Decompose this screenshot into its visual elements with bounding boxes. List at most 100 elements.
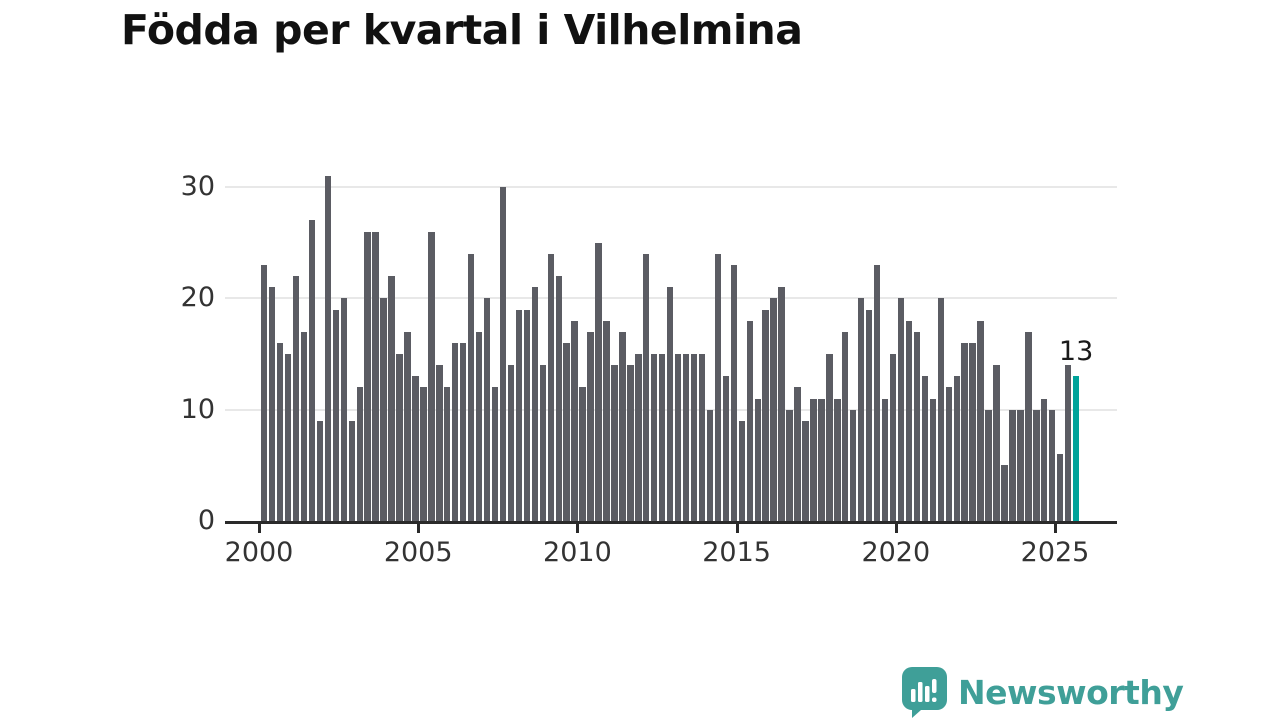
bar-2012-Q1: [643, 253, 650, 521]
x-tick-label-2010: 2010: [543, 537, 612, 568]
bar-2017-Q2: [810, 398, 817, 521]
y-tick-label-20: 20: [180, 282, 215, 314]
bar-2011-Q4: [635, 354, 642, 521]
bar-2007-Q2: [491, 387, 499, 521]
bar-2000-Q3: [276, 342, 284, 521]
bar-2015-Q1: [738, 420, 745, 521]
bar-2013-Q3: [690, 354, 698, 521]
bar-2003-Q4: [380, 298, 387, 521]
bar-2007-Q1: [483, 298, 491, 521]
bar-2020-Q3: [913, 331, 921, 521]
x-tick-label-2020: 2020: [861, 537, 931, 568]
bar-2021-Q3: [945, 387, 952, 521]
x-tick-label-2000: 2000: [224, 537, 294, 568]
bar-2023-Q4: [1017, 409, 1024, 521]
bar-2018-Q1: [834, 398, 841, 521]
bar-2003-Q3: [372, 231, 379, 521]
bar-2006-Q4: [475, 331, 483, 521]
bar-2016-Q3: [786, 409, 793, 521]
bar-2005-Q4: [444, 387, 451, 521]
highlight-value-label: 13: [1058, 336, 1094, 368]
x-tick-label-2015: 2015: [702, 537, 771, 568]
bar-2018-Q3: [850, 409, 857, 521]
bar-2022-Q4: [985, 409, 992, 521]
bar-2019-Q3: [881, 398, 889, 521]
gridline-30: [225, 186, 1117, 189]
bar-2023-Q2: [1001, 465, 1008, 521]
bar-2001-Q2: [300, 331, 308, 521]
bar-2019-Q1: [865, 309, 873, 521]
bar-2022-Q3: [977, 320, 984, 521]
bar-2018-Q4: [858, 298, 865, 521]
y-tick-label-0: 0: [197, 505, 215, 536]
newsworthy-logo-text: Newsworthy: [958, 672, 1184, 712]
bar-2016-Q2: [778, 287, 785, 521]
bar-2010-Q2: [587, 331, 594, 521]
bar-2015-Q2: [746, 320, 753, 521]
x-axis-line: [225, 521, 1117, 524]
bar-2014-Q4: [730, 265, 738, 521]
bar-2012-Q4: [666, 287, 674, 521]
bar-2003-Q2: [364, 231, 371, 521]
bar-2025-Q1: [1057, 454, 1064, 521]
bar-2014-Q3: [722, 376, 730, 521]
bar-2025-Q2: [1064, 365, 1072, 521]
bar-2019-Q2: [873, 265, 881, 521]
x-tick-2015: [735, 524, 739, 533]
bar-2017-Q3: [818, 398, 825, 521]
bar-2011-Q3: [627, 365, 634, 521]
bar-2012-Q2: [651, 354, 658, 521]
bar-2022-Q1: [961, 342, 968, 521]
y-tick-label-30: 30: [180, 171, 215, 203]
bar-2022-Q2: [969, 342, 976, 521]
bar-2021-Q4: [953, 376, 960, 521]
bar-2006-Q3: [467, 253, 475, 521]
bar-2019-Q4: [889, 354, 897, 521]
bar-2016-Q4: [794, 387, 801, 521]
bar-2000-Q4: [284, 354, 292, 521]
bar-2008-Q3: [531, 287, 539, 521]
bar-2002-Q1: [324, 175, 332, 521]
bar-2014-Q2: [714, 253, 722, 521]
bar-2013-Q2: [682, 354, 690, 521]
bar-2010-Q1: [579, 387, 586, 521]
bar-2011-Q2: [619, 331, 626, 521]
bar-2020-Q4: [921, 376, 929, 521]
bar-2001-Q1: [292, 276, 300, 521]
bar-2015-Q4: [762, 309, 769, 521]
bar-2010-Q3: [595, 242, 602, 521]
bar-2004-Q1: [388, 276, 395, 521]
bar-2025-Q3: [1072, 376, 1080, 521]
bar-2016-Q1: [770, 298, 777, 521]
newsworthy-logo[interactable]: Newsworthy: [901, 666, 1184, 718]
bar-2024-Q1: [1025, 331, 1032, 521]
bar-2009-Q1: [547, 253, 554, 521]
bar-2009-Q3: [563, 342, 570, 521]
bar-2002-Q2: [332, 309, 340, 521]
bar-2021-Q1: [929, 398, 937, 521]
bar-2006-Q2: [460, 342, 467, 521]
bar-2005-Q1: [420, 387, 427, 521]
bar-2021-Q2: [937, 298, 944, 521]
bar-2012-Q3: [659, 354, 666, 521]
x-tick-2025: [1054, 524, 1057, 533]
bar-2008-Q1: [515, 309, 523, 521]
bar-2009-Q4: [571, 320, 578, 521]
bar-2001-Q3: [308, 220, 316, 521]
page-title: Födda per kvartal i Vilhelmina: [121, 6, 803, 54]
bar-2020-Q1: [897, 298, 905, 521]
bar-2005-Q3: [436, 365, 443, 521]
x-tick-2000: [258, 524, 261, 533]
newsworthy-logo-icon: [901, 666, 948, 718]
bar-2004-Q4: [412, 376, 419, 521]
x-tick-label-2025: 2025: [1020, 537, 1090, 568]
bar-2011-Q1: [611, 365, 618, 521]
bar-2005-Q2: [428, 231, 435, 521]
x-tick-label-2005: 2005: [383, 537, 453, 568]
bar-2008-Q2: [523, 309, 531, 521]
bar-2004-Q2: [396, 354, 403, 521]
bar-2000-Q2: [268, 287, 276, 521]
bar-2014-Q1: [706, 409, 714, 521]
bar-2017-Q4: [826, 354, 833, 521]
